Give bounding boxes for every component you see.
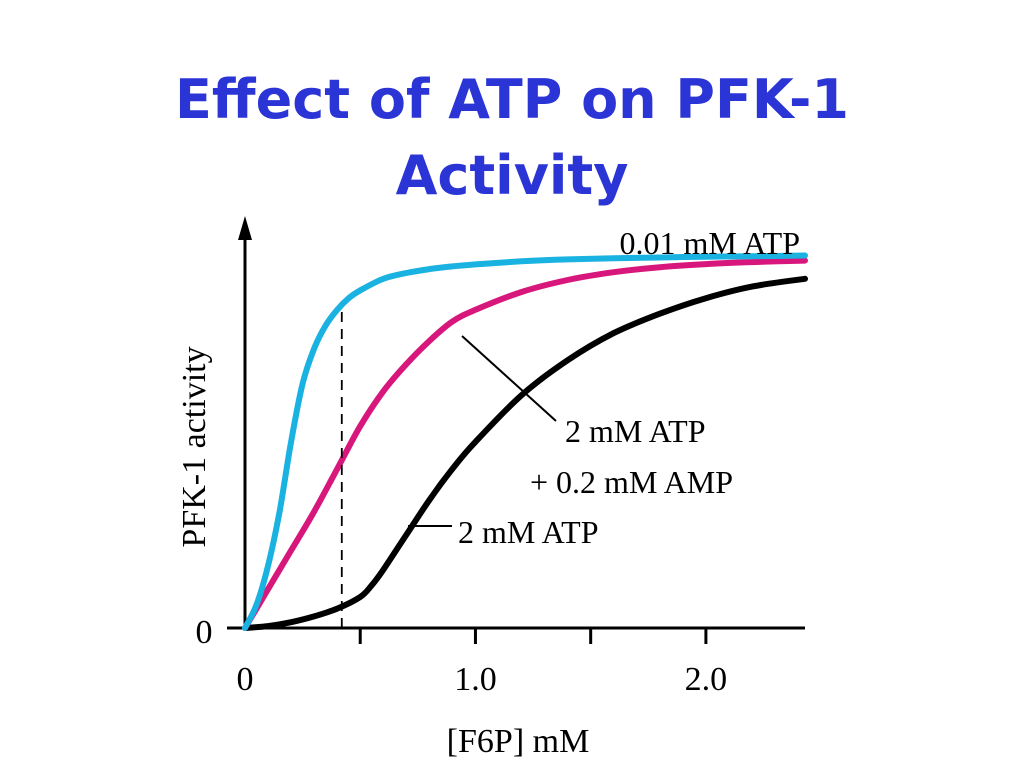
x-axis-label: [F6P] mM [447,723,590,760]
x-tick-label-4: 2.0 [685,661,728,698]
series-line-2-mm-atp [242,275,808,631]
series-group [242,252,808,631]
series-line-2-mm-atp-0-2-mm-amp [242,257,808,631]
series-label-amp-line1: 2 mM ATP [565,413,705,449]
series-line-0-01-mm-atp [242,252,808,631]
y-axis-arrow [238,216,252,240]
x-ticks: 0 1.0 2.0 [237,628,728,698]
series-label-0-01-mm-atp: 0.01 mM ATP [620,225,800,261]
series-label-amp-line2: + 0.2 mM AMP [530,464,733,500]
slide-title-line2: Activity [395,144,629,207]
y-axis-label: PFK-1 activity [176,346,213,547]
slide-title: Effect of ATP on PFK-1 Activity [0,62,1024,214]
amp-leader-line [461,335,557,422]
x-tick-label-0: 0 [237,661,254,698]
slide-title-line1: Effect of ATP on PFK-1 [174,68,850,131]
y-tick-label-0: 0 [196,614,213,651]
x-tick-label-2: 1.0 [454,661,497,698]
series-label-2-mm-atp: 2 mM ATP [458,514,598,550]
